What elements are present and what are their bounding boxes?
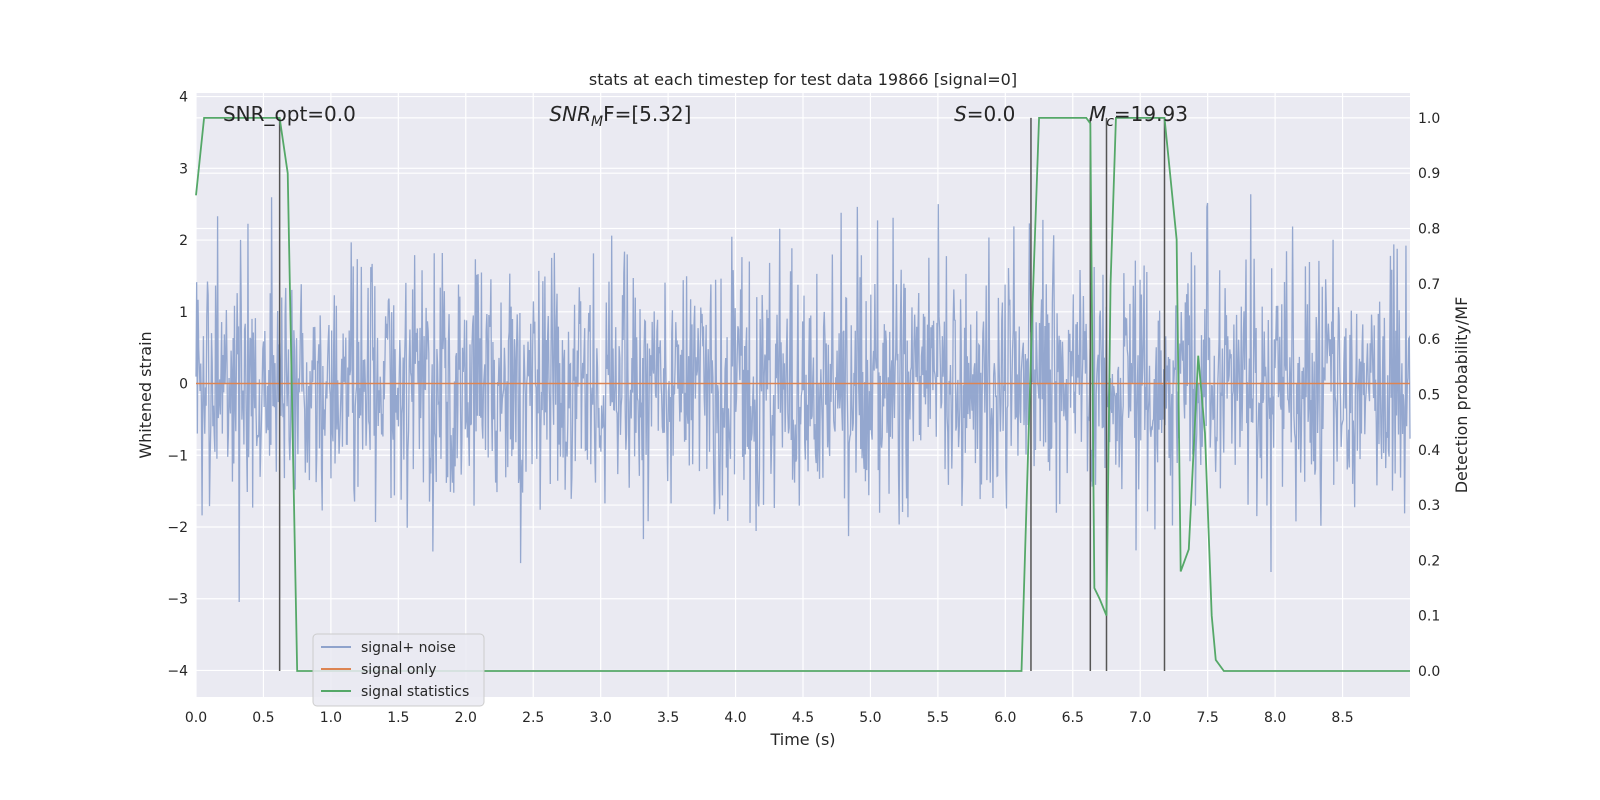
legend-entry: signal statistics (361, 684, 469, 700)
x-tick-label: 6.0 (994, 710, 1016, 726)
x-tick-label: 8.0 (1264, 710, 1286, 726)
x-tick-label: 0.5 (252, 710, 274, 726)
legend-box (312, 633, 485, 707)
legend: signal+ noise signal only signal statistic… (312, 633, 485, 707)
y-axis-label-left: Whitened strain (136, 331, 155, 458)
y-tick-label-right: 1.0 (1418, 111, 1440, 127)
legend-entry: signal+ noise (361, 640, 456, 656)
annotations: SNR_opt=0.0 SNRMF=[5.32] S=0.0 Mc=19.93 (223, 102, 1188, 130)
signal-statistics-line (195, 116, 1410, 672)
x-tick-label: 3.0 (590, 710, 612, 726)
y-tick-label-left: 3 (179, 161, 188, 177)
y-ticks-right: 0.0 0.1 0.2 0.3 0.4 0.5 0.6 0.7 0.8 0.9 1.0 (1418, 111, 1440, 680)
y-tick-label-right: 0.6 (1418, 332, 1440, 348)
y-tick-label-left: 2 (179, 233, 188, 249)
x-tick-label: 2.0 (455, 710, 477, 726)
y-tick-label-right: 0.1 (1418, 609, 1440, 625)
x-tick-label: 8.5 (1331, 710, 1353, 726)
noise-line (195, 194, 1411, 603)
x-tick-label: 4.0 (724, 710, 746, 726)
x-tick-label: 3.5 (657, 710, 679, 726)
x-tick-label: 5.0 (859, 710, 881, 726)
y-tick-label-left: 1 (179, 305, 188, 321)
x-tick-label: 1.0 (320, 710, 342, 726)
y-tick-label-right: 0.4 (1418, 443, 1440, 459)
series-signal-noise (195, 194, 1411, 603)
series-signal-statistics (195, 116, 1410, 672)
x-tick-label: 1.5 (387, 710, 409, 726)
x-axis-label: Time (s) (769, 730, 835, 749)
annotation-snr-mf: SNRMF=[5.32] (549, 102, 691, 130)
x-tick-label: 6.5 (1062, 710, 1084, 726)
y-tick-label-left: 0 (179, 377, 188, 393)
y-tick-label-right: 0.0 (1418, 664, 1440, 680)
y-tick-label-left: −4 (167, 663, 188, 679)
x-ticks: 0.0 0.5 1.0 1.5 2.0 2.5 3.0 3.5 4.0 4.5 5.0 5.5 6.0 6… (185, 710, 1354, 726)
y-tick-label-left: −1 (167, 448, 188, 464)
x-tick-label: 2.5 (522, 710, 544, 726)
y-tick-label-right: 0.7 (1418, 277, 1440, 293)
y-tick-label-left: 4 (179, 90, 188, 106)
chart-title: stats at each timestep for test data 198… (589, 70, 1017, 89)
y-tick-label-right: 0.9 (1418, 166, 1440, 182)
annotation-snr-opt: SNR_opt=0.0 (223, 102, 356, 126)
y-tick-label-right: 0.5 (1418, 387, 1440, 403)
legend-entry: signal only (361, 662, 436, 678)
annotation-mc: Mc=19.93 (1089, 102, 1188, 130)
x-tick-label: 5.5 (927, 710, 949, 726)
y-tick-label-left: −2 (167, 520, 188, 536)
y-tick-label-left: −3 (167, 592, 188, 608)
y-tick-label-right: 0.8 (1418, 222, 1440, 238)
x-tick-label: 7.5 (1197, 710, 1219, 726)
annotation-s-stat: S=0.0 (954, 102, 1015, 126)
x-tick-label: 0.0 (185, 710, 207, 726)
y-ticks-left: −4 −3 −2 −1 0 1 2 3 4 (167, 90, 188, 680)
y-tick-label-right: 0.3 (1418, 498, 1440, 514)
x-tick-label: 4.5 (792, 710, 814, 726)
y-tick-label-right: 0.2 (1418, 553, 1440, 569)
y-axis-label-right: Detection probability/MF (1452, 297, 1471, 494)
x-tick-label: 7.0 (1129, 710, 1151, 726)
